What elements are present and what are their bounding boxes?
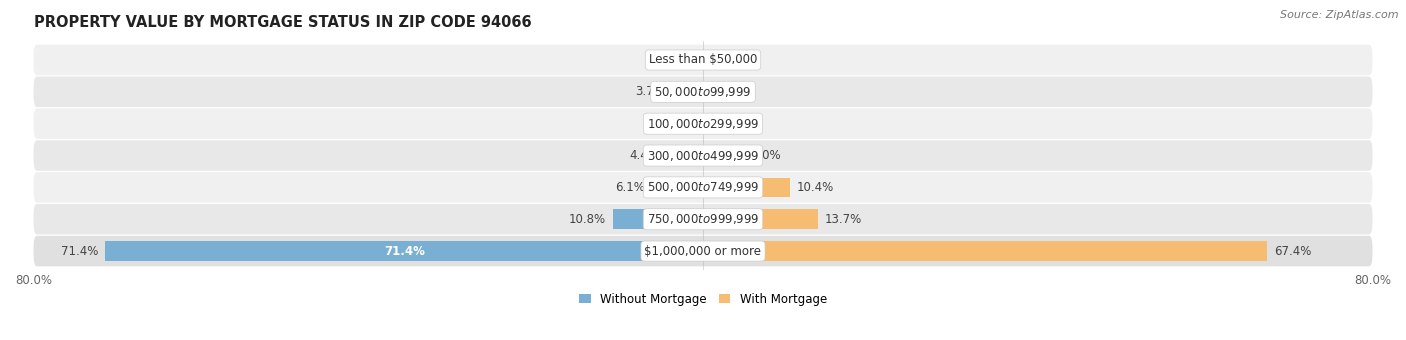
Text: 10.4%: 10.4%	[797, 181, 834, 194]
Text: 71.4%: 71.4%	[384, 244, 425, 258]
Text: 5.0%: 5.0%	[752, 149, 782, 162]
Text: 1.8%: 1.8%	[724, 117, 755, 130]
Bar	[688, 114, 703, 134]
Bar	[703, 241, 1267, 261]
Bar	[105, 241, 703, 261]
FancyBboxPatch shape	[34, 45, 1372, 75]
Text: 71.4%: 71.4%	[62, 244, 98, 258]
Bar	[688, 50, 703, 70]
FancyBboxPatch shape	[34, 140, 1372, 171]
Text: $100,000 to $299,999: $100,000 to $299,999	[647, 117, 759, 131]
Bar	[703, 209, 818, 229]
Bar	[703, 114, 718, 134]
Text: $300,000 to $499,999: $300,000 to $499,999	[647, 149, 759, 163]
Text: 3.7%: 3.7%	[636, 85, 665, 98]
FancyBboxPatch shape	[34, 204, 1372, 235]
Bar	[672, 82, 703, 102]
Text: $50,000 to $99,999: $50,000 to $99,999	[654, 85, 752, 99]
Text: Source: ZipAtlas.com: Source: ZipAtlas.com	[1281, 10, 1399, 20]
Text: 4.4%: 4.4%	[630, 149, 659, 162]
Text: 10.8%: 10.8%	[569, 213, 606, 226]
Bar	[613, 209, 703, 229]
Bar	[652, 177, 703, 197]
Legend: Without Mortgage, With Mortgage: Without Mortgage, With Mortgage	[579, 292, 827, 306]
Text: $500,000 to $749,999: $500,000 to $749,999	[647, 181, 759, 194]
Bar	[703, 146, 745, 165]
Text: 6.1%: 6.1%	[616, 181, 645, 194]
FancyBboxPatch shape	[34, 76, 1372, 107]
Bar	[703, 177, 790, 197]
Text: 0.12%: 0.12%	[710, 85, 748, 98]
Bar	[666, 146, 703, 165]
Text: 13.7%: 13.7%	[824, 213, 862, 226]
FancyBboxPatch shape	[34, 172, 1372, 203]
Text: 1.9%: 1.9%	[651, 53, 681, 67]
Text: 67.4%: 67.4%	[1274, 244, 1312, 258]
FancyBboxPatch shape	[34, 108, 1372, 139]
Text: Less than $50,000: Less than $50,000	[648, 53, 758, 67]
Text: $1,000,000 or more: $1,000,000 or more	[644, 244, 762, 258]
Text: $750,000 to $999,999: $750,000 to $999,999	[647, 212, 759, 226]
FancyBboxPatch shape	[34, 236, 1372, 266]
Text: 1.8%: 1.8%	[651, 117, 682, 130]
Text: 1.7%: 1.7%	[724, 53, 754, 67]
Bar	[703, 50, 717, 70]
Text: PROPERTY VALUE BY MORTGAGE STATUS IN ZIP CODE 94066: PROPERTY VALUE BY MORTGAGE STATUS IN ZIP…	[34, 15, 531, 30]
